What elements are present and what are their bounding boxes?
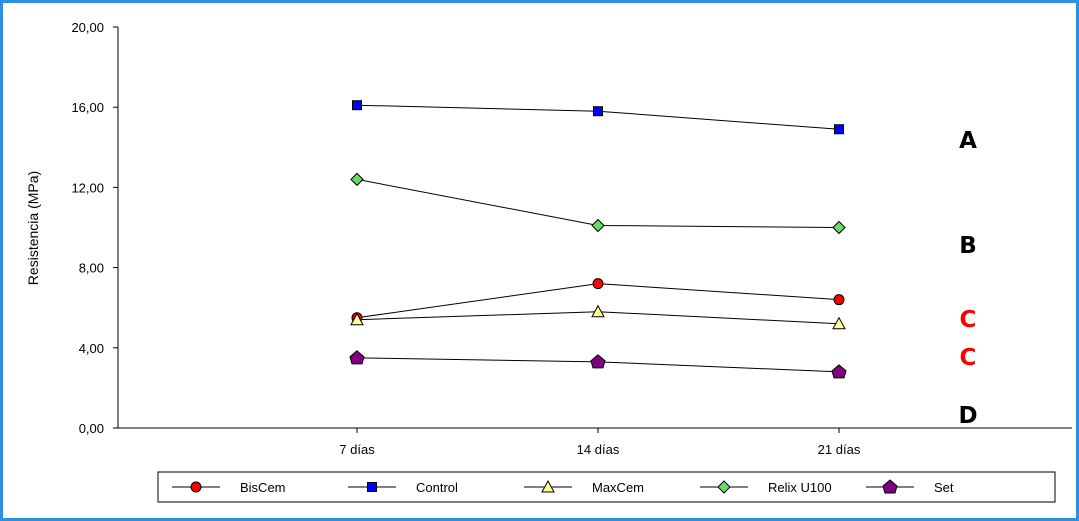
data-point-relix-u100	[591, 218, 605, 233]
group-letter-annotation: D	[958, 403, 977, 429]
y-tick-label: 4,00	[79, 341, 104, 356]
axes: 0,00 4,00 8,00 12,00 16,00 20,00 7 días 14 días…	[25, 20, 1072, 457]
group-annotations: A B CC D	[958, 128, 977, 429]
x-tick-label: 14 días	[577, 442, 620, 457]
group-letter-annotation: C	[960, 345, 977, 371]
x-tick-label: 21 días	[818, 442, 861, 457]
series-markers	[349, 100, 847, 379]
data-point-set	[590, 354, 606, 369]
legend-label-set: Set	[934, 480, 954, 495]
data-point-maxcem	[832, 316, 846, 330]
data-point-relix-u100	[832, 220, 846, 235]
group-letter-annotation: C	[960, 307, 977, 333]
legend-marker-relix-u100	[717, 480, 731, 494]
data-point-biscem	[833, 294, 845, 306]
y-tick-label: 8,00	[79, 261, 104, 276]
legend-label-relix-u100: Relix U100	[768, 480, 832, 495]
legend-marker-biscem	[190, 481, 202, 493]
data-point-control	[834, 124, 844, 135]
group-letter-annotation: B	[959, 233, 977, 259]
legend-marker-set	[882, 479, 898, 494]
data-point-control	[593, 106, 603, 117]
series-lines	[356, 104, 840, 373]
group-letter-annotation: A	[959, 128, 977, 154]
y-tick-label: 20,00	[71, 20, 104, 35]
legend-label-maxcem: MaxCem	[592, 480, 644, 495]
data-point-maxcem	[591, 304, 605, 318]
data-point-set	[831, 364, 847, 379]
data-point-maxcem	[350, 312, 364, 326]
y-axis-title: Resistencia (MPa)	[25, 171, 41, 285]
x-tick-label: 7 días	[339, 442, 375, 457]
legend-marker-maxcem	[541, 479, 555, 493]
data-point-set	[349, 350, 365, 365]
legend: BisCem Control MaxCem Relix U100 Set	[157, 471, 1056, 503]
data-point-control	[352, 100, 362, 111]
data-point-biscem	[592, 278, 604, 290]
legend-label-control: Control	[416, 480, 458, 495]
data-point-relix-u100	[350, 172, 364, 187]
y-tick-label: 12,00	[71, 180, 104, 195]
y-tick-label: 16,00	[71, 100, 104, 115]
legend-marker-control	[367, 482, 377, 492]
legend-label-biscem: BisCem	[240, 480, 286, 495]
y-tick-label: 0,00	[79, 421, 104, 436]
